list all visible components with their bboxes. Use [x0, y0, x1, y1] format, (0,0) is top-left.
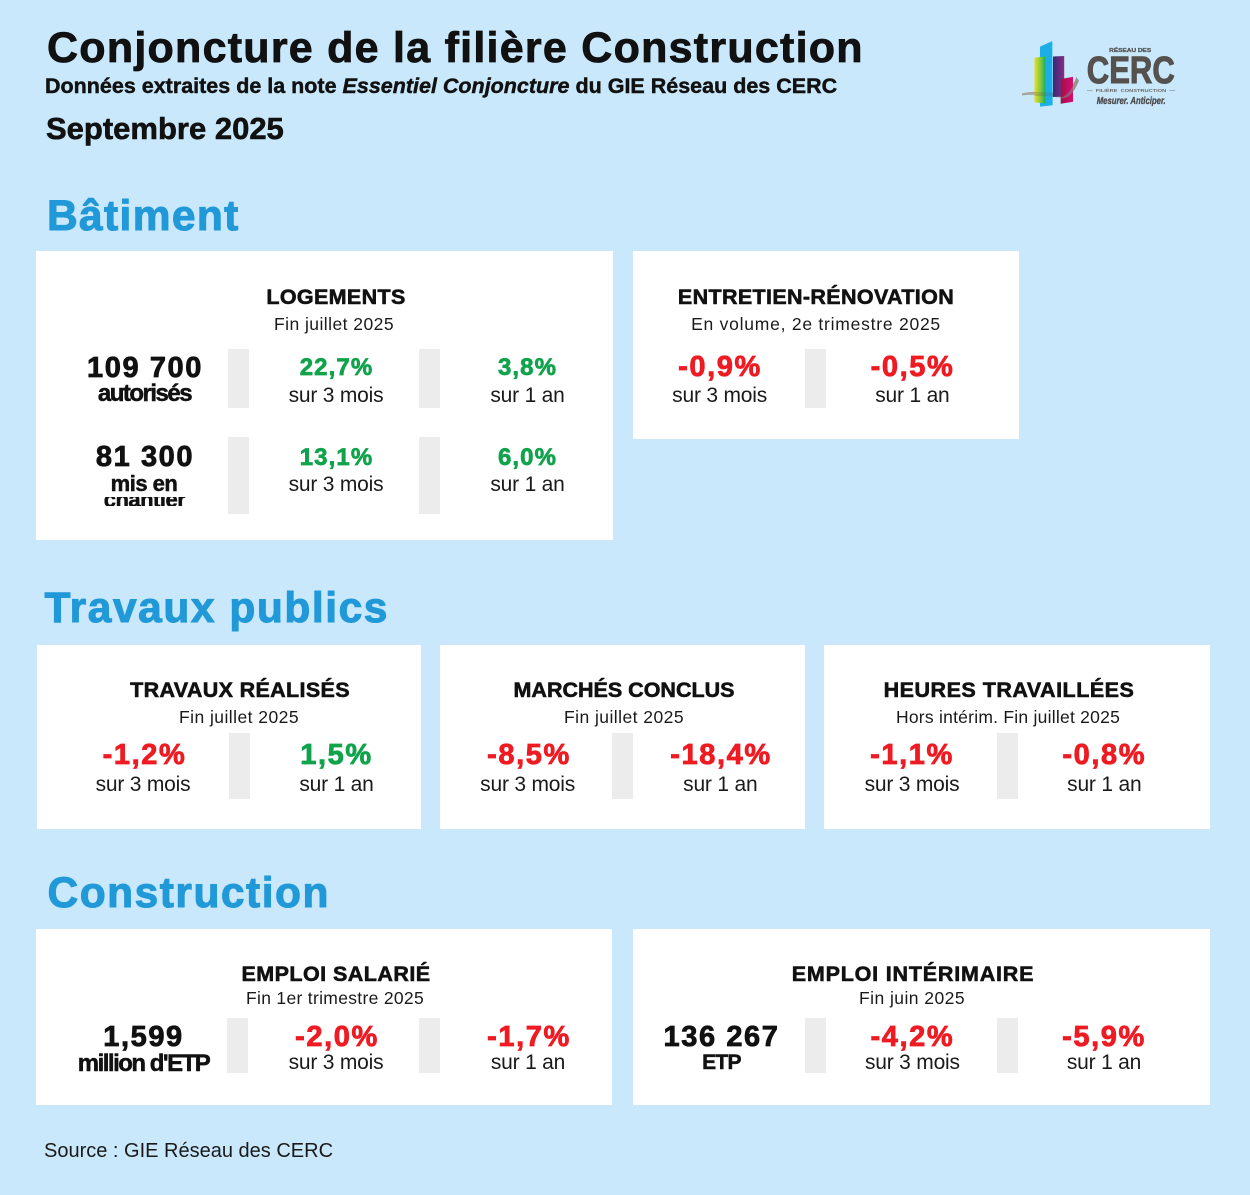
svg-text:Mesurer. Anticiper.: Mesurer. Anticiper. [1097, 96, 1166, 107]
svg-text:CERC: CERC [1087, 50, 1175, 92]
svg-text:— FILIÈRE CONSTRUCTION —: — FILIÈRE CONSTRUCTION — [1087, 86, 1175, 94]
svg-text:RÉSEAU DES: RÉSEAU DES [1109, 46, 1151, 54]
